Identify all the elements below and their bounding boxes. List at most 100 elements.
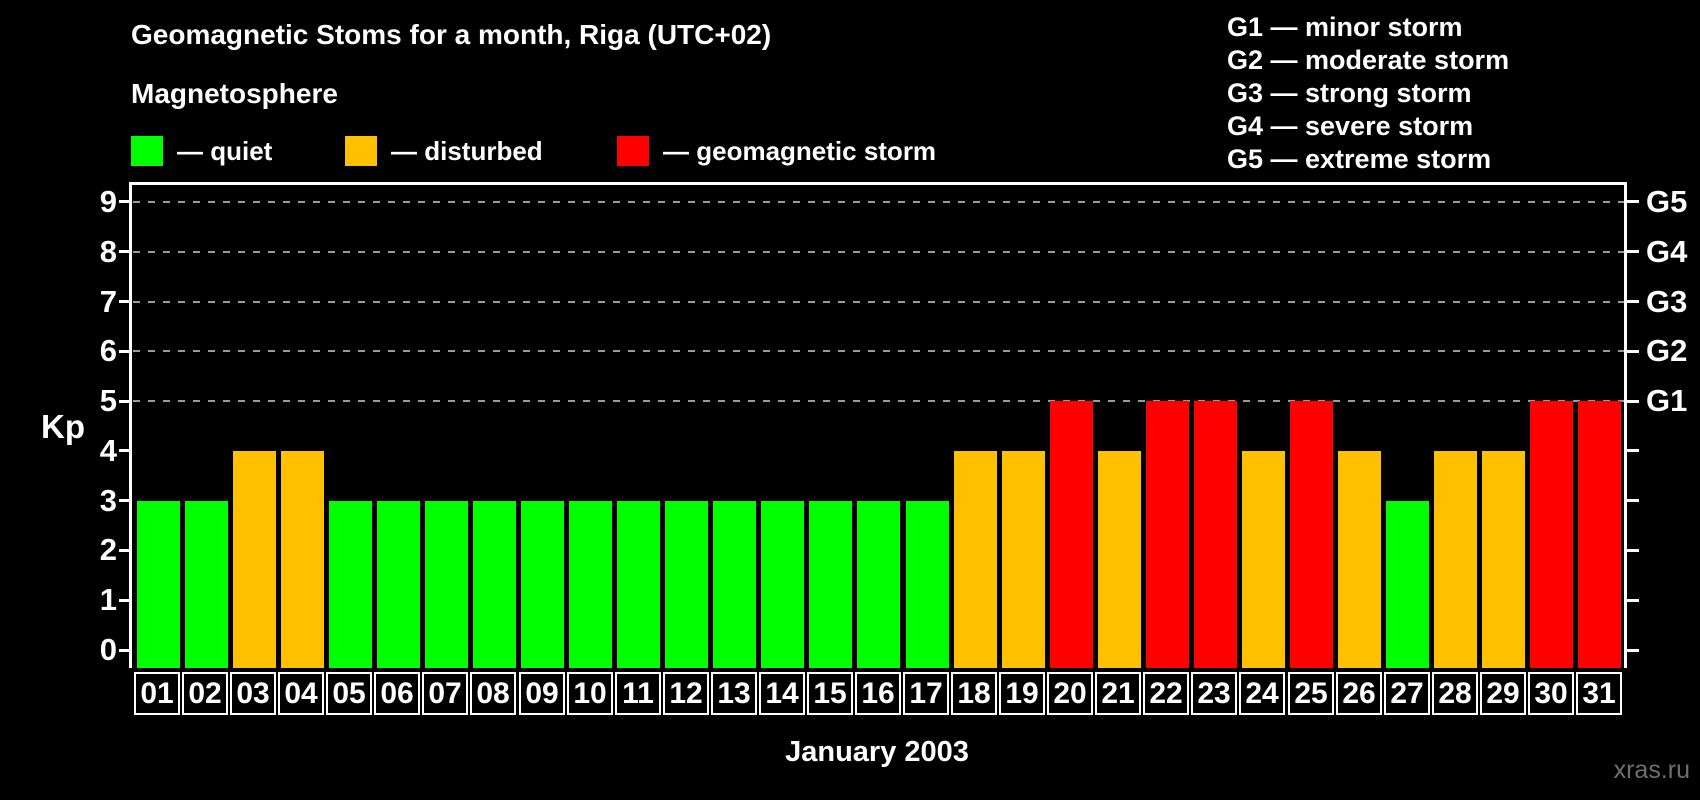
right-tick-5 [1627, 400, 1639, 403]
bar-day-09 [521, 501, 564, 668]
day-label-29: 29 [1480, 672, 1526, 715]
right-axis-label-G5: G5 [1646, 184, 1688, 219]
day-label-11: 11 [615, 672, 661, 715]
y-tick-label-3: 3 [99, 483, 117, 518]
right-tick-0 [1627, 649, 1639, 652]
y-tick-2 [119, 549, 131, 552]
day-label-07: 07 [422, 672, 468, 715]
y-tick-label-7: 7 [99, 284, 117, 319]
legend-label-disturbed: — disturbed [391, 135, 543, 166]
day-label-13: 13 [711, 672, 757, 715]
legend-label-storm: — geomagnetic storm [663, 135, 937, 166]
legend-swatch-disturbed [345, 136, 377, 166]
day-label-05: 05 [326, 672, 372, 715]
right-tick-3 [1627, 499, 1639, 502]
gridline-kp7 [133, 301, 1624, 303]
bar-day-28 [1434, 451, 1477, 668]
day-label-14: 14 [759, 672, 805, 715]
bar-day-20 [1050, 401, 1093, 668]
y-tick-4 [119, 449, 131, 452]
legend-item-quiet: — quiet [131, 136, 272, 166]
watermark: xras.ru [1613, 756, 1690, 784]
bar-day-10 [569, 501, 612, 668]
bar-day-24 [1242, 451, 1285, 668]
g-legend-row-G5: G5 — extreme storm [1227, 144, 1492, 174]
bar-day-27 [1386, 501, 1429, 668]
bar-day-17 [906, 501, 949, 668]
bar-day-06 [377, 501, 420, 668]
day-label-22: 22 [1143, 672, 1189, 715]
day-label-10: 10 [567, 672, 613, 715]
day-label-16: 16 [855, 672, 901, 715]
right-axis-label-G4: G4 [1646, 234, 1688, 269]
legend-item-disturbed: — disturbed [345, 136, 543, 166]
day-label-02: 02 [182, 672, 228, 715]
y-tick-label-4: 4 [99, 433, 117, 468]
y-tick-3 [119, 499, 131, 502]
bar-day-22 [1146, 401, 1189, 668]
bar-day-05 [329, 501, 372, 668]
day-label-25: 25 [1288, 672, 1334, 715]
right-axis-line [1624, 182, 1627, 668]
y-axis-line [129, 182, 132, 668]
bar-day-07 [425, 501, 468, 668]
day-label-26: 26 [1336, 672, 1382, 715]
bar-day-25 [1290, 401, 1333, 668]
bar-day-23 [1194, 401, 1237, 668]
y-tick-label-6: 6 [99, 333, 117, 368]
plot-top-border [129, 182, 1627, 185]
day-label-06: 06 [374, 672, 420, 715]
day-label-23: 23 [1191, 672, 1237, 715]
g-legend-row-G3: G3 — strong storm [1227, 78, 1472, 108]
bar-day-30 [1530, 401, 1573, 668]
g-legend-row-G1: G1 — minor storm [1227, 12, 1463, 42]
day-label-30: 30 [1528, 672, 1574, 715]
y-tick-1 [119, 599, 131, 602]
gridline-kp5 [133, 400, 1624, 402]
y-tick-5 [119, 400, 131, 403]
y-tick-label-5: 5 [99, 383, 117, 418]
y-tick-label-0: 0 [99, 632, 117, 667]
bar-day-02 [185, 501, 228, 668]
bar-day-08 [473, 501, 516, 668]
day-label-24: 24 [1239, 672, 1285, 715]
y-tick-7 [119, 300, 131, 303]
right-tick-2 [1627, 549, 1639, 552]
y-tick-6 [119, 350, 131, 353]
right-tick-9 [1627, 200, 1639, 203]
y-tick-label-2: 2 [99, 532, 117, 567]
legend-swatch-quiet [131, 136, 163, 166]
day-label-15: 15 [807, 672, 853, 715]
day-label-08: 08 [470, 672, 516, 715]
legend-item-storm: — geomagnetic storm [617, 136, 936, 166]
legend-swatch-storm [617, 136, 649, 166]
day-label-31: 31 [1576, 672, 1622, 715]
right-axis-label-G3: G3 [1646, 284, 1688, 319]
gridline-kp8 [133, 251, 1624, 253]
right-tick-8 [1627, 250, 1639, 253]
bar-day-03 [233, 451, 276, 668]
day-label-27: 27 [1384, 672, 1430, 715]
g-legend-row-G2: G2 — moderate storm [1227, 45, 1510, 75]
right-axis-label-G1: G1 [1646, 383, 1688, 418]
y-tick-label-9: 9 [99, 184, 117, 219]
bar-day-21 [1098, 451, 1141, 668]
bar-day-31 [1578, 401, 1621, 668]
bar-day-12 [665, 501, 708, 668]
day-label-12: 12 [663, 672, 709, 715]
gridline-kp9 [133, 201, 1624, 203]
y-tick-9 [119, 200, 131, 203]
bar-day-18 [954, 451, 997, 668]
chart-title: Geomagnetic Stoms for a month, Riga (UTC… [131, 19, 772, 50]
day-label-20: 20 [1047, 672, 1093, 715]
day-label-03: 03 [230, 672, 276, 715]
bar-day-04 [281, 451, 324, 668]
right-axis-label-G2: G2 [1646, 333, 1688, 368]
legend-label-quiet: — quiet [177, 135, 273, 166]
y-tick-label-1: 1 [99, 582, 117, 617]
right-tick-6 [1627, 350, 1639, 353]
day-label-18: 18 [951, 672, 997, 715]
day-label-21: 21 [1095, 672, 1141, 715]
day-label-28: 28 [1432, 672, 1478, 715]
